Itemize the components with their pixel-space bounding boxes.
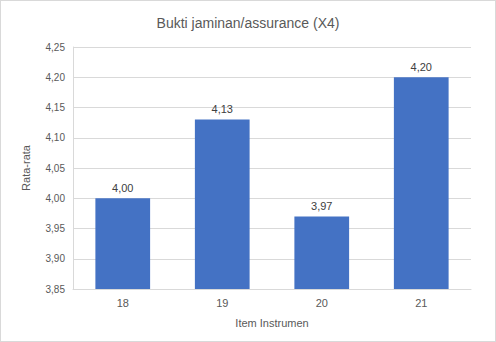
svg-text:Bukti jaminan/assurance (X4): Bukti jaminan/assurance (X4) (157, 15, 340, 31)
svg-text:4,25: 4,25 (46, 42, 66, 53)
svg-text:4,13: 4,13 (212, 103, 233, 115)
svg-text:4,20: 4,20 (46, 72, 66, 83)
svg-text:4,00: 4,00 (46, 193, 66, 204)
svg-text:3,95: 3,95 (46, 223, 66, 234)
svg-text:3,85: 3,85 (46, 284, 66, 295)
svg-text:Rata-rata: Rata-rata (20, 144, 32, 191)
svg-text:19: 19 (216, 297, 228, 309)
svg-text:4,10: 4,10 (46, 132, 66, 143)
svg-text:4,00: 4,00 (112, 182, 133, 194)
svg-text:4,05: 4,05 (46, 163, 66, 174)
svg-text:4,20: 4,20 (411, 61, 432, 73)
svg-text:18: 18 (117, 297, 129, 309)
svg-text:3,97: 3,97 (311, 200, 332, 212)
svg-text:20: 20 (316, 297, 328, 309)
svg-text:4,15: 4,15 (46, 102, 66, 113)
svg-text:Item Instrumen: Item Instrumen (235, 317, 308, 329)
svg-text:3,90: 3,90 (46, 253, 66, 264)
svg-text:21: 21 (415, 297, 427, 309)
